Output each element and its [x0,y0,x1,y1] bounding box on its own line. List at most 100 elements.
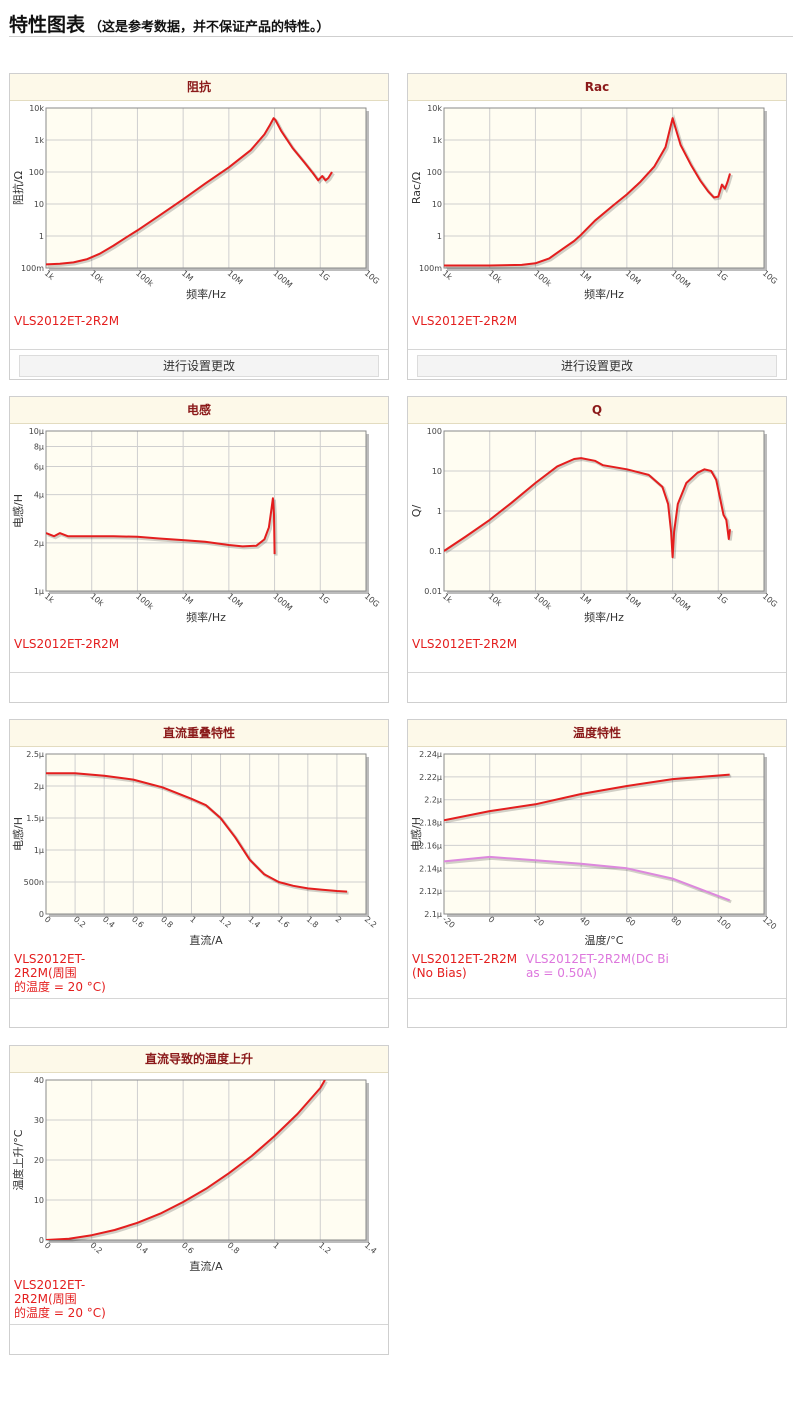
y-tick-label: 20 [34,1156,44,1165]
series-line-0 [444,457,731,559]
panel-footer [10,1324,388,1355]
chart-panel-temp_rise: 直流导致的温度上升 0 10 20 30 40 0 0.2 0.4 0.6 0.8 1 1.2 1.4 直流… [9,1045,389,1355]
y-tick-label: 10k [29,104,44,113]
x-tick-label: 100M [669,269,692,290]
plot-area [45,107,367,269]
y-tick-label: 100 [29,168,44,177]
y-axis-label: Rac/Ω [410,172,423,204]
plot-area [443,107,765,269]
chart-title: Rac [408,74,786,101]
y-tick-label: 10 [432,200,442,209]
x-tick-label: 1 [188,915,198,925]
y-tick-label: 8μ [34,443,44,452]
y-tick-label: 40 [34,1076,44,1085]
chart-title: Q [408,397,786,424]
y-tick-label: 100 [427,427,442,436]
y-tick-label: 1k [34,136,44,145]
series-line-0 [46,772,348,893]
y-tick-label: 2.22μ [419,773,442,782]
y-tick-label: 2.14μ [419,864,442,873]
x-tick-label: 10M [226,269,245,287]
x-tick-label: 100k [532,592,553,612]
series-line-0 [444,773,730,822]
y-tick-label: 2.1μ [424,910,442,919]
x-axis-label: 频率/Hz [186,287,226,301]
y-tick-label: 10 [34,1196,44,1205]
x-tick-label: 10G [363,269,381,286]
legend-entry: VLS2012ET-2R2M(周围 的温度 = 20 °C) [14,1278,106,1320]
x-tick-label: 2 [334,915,344,925]
y-tick-label: 1.5μ [26,814,44,823]
y-tick-label: 1k [432,136,442,145]
y-axis-label: 温度上升/°C [11,1129,25,1190]
chart-title: 直流重叠特性 [10,720,388,747]
y-axis-label: 阻抗/Ω [11,171,25,205]
panel-footer [10,672,388,703]
x-tick-label: 10M [226,592,245,610]
x-axis-label: 温度/°C [585,933,624,947]
y-tick-label: 10 [34,200,44,209]
y-tick-label: 2.16μ [419,841,442,850]
legend-entry: VLS2012ET-2R2M(DC Bi as = 0.50A) [526,952,669,980]
y-tick-label: 2.24μ [419,750,442,759]
panel-footer [10,998,388,1028]
panel-footer [408,672,786,703]
x-tick-label: 100k [134,592,155,612]
plot-area [443,753,765,915]
y-tick-label: 2.18μ [419,819,442,828]
legend-entry: VLS2012ET-2R2M [412,637,518,651]
x-tick-label: 10k [88,269,105,286]
y-tick-label: 6μ [34,462,44,471]
plot-border [443,753,765,915]
series-line-1 [444,855,731,902]
x-tick-label: 10G [761,592,779,609]
chart-panel-q: Q 0.01 0.1 1 10 100 1k 10k 100k 1M 10M 100M 1G 10G 频率/… [407,396,787,703]
y-tick-label: 1 [437,232,442,241]
settings-button[interactable]: 进行设置更改 [19,355,379,377]
chart-panel-inductance: 电感 1μ 2μ 4μ 6μ 8μ 10μ 1k 10k 100k 1M 10M 100M 1G 10G 频率… [9,396,389,703]
chart-panel-temperature: 温度特性 2.1μ 2.12μ 2.14μ 2.16μ 2.18μ 2.2μ 2.22μ 2.2… [407,719,787,1028]
panel-footer [408,998,786,1028]
x-tick-label: 10k [88,592,105,609]
x-tick-label: 100k [532,269,553,289]
page-subtitle: （这是参考数据，并不保证产品的特性。） [89,20,330,35]
legend-entry: VLS2012ET-2R2M [14,314,120,328]
legend-entry: VLS2012ET-2R2M (No Bias) [412,952,518,980]
x-tick-label: 0 [486,915,496,925]
plot-border [45,1079,367,1241]
chart-panel-dc_bias: 直流重叠特性 0 500n 1μ 1.5μ 2μ 2.5μ 0 0.2 0.4 0.6 0.8 1 1.2… [9,719,389,1028]
plot-border [45,430,367,592]
x-axis-label: 频率/Hz [186,610,226,624]
x-tick-label: 0 [43,1241,53,1251]
x-tick-label: 10G [761,269,779,286]
plot-border [443,430,765,592]
x-tick-label: 120 [761,915,778,932]
y-tick-label: 0.1 [429,547,442,556]
x-tick-label: 1 [271,1241,281,1251]
x-tick-label: 100 [715,915,732,932]
y-tick-label: 30 [34,1116,44,1125]
x-tick-label: 10M [624,592,643,610]
y-tick-label: 0.01 [424,587,442,596]
series-line-0 [46,1080,326,1240]
y-axis-label: Q/ [410,505,423,518]
y-axis-label: 电感/H [12,494,25,528]
y-tick-label: 1 [437,507,442,516]
series-line-0 [46,117,333,266]
y-tick-label: 500n [24,878,44,887]
y-tick-label: 1μ [34,846,44,855]
x-tick-label: 10M [624,269,643,287]
y-tick-label: 0 [39,910,44,919]
chart-svg: 2.1μ2.12μ2.14μ2.16μ2.18μ2.2μ2.22μ2.24μ-2… [410,750,778,947]
y-tick-label: 2μ [34,539,44,548]
chart-title: 直流导致的温度上升 [10,1046,388,1073]
plot-area [45,753,367,915]
x-tick-label: 0 [43,915,53,925]
plot-border [45,753,367,915]
settings-button[interactable]: 进行设置更改 [417,355,777,377]
legend-entry: VLS2012ET-2R2M [14,637,120,651]
chart-panel-rac: Rac 100m 1 10 100 1k 10k 1k 10k 100k 1M 10M 100M 1G 10… [407,73,787,380]
y-tick-label: 0 [39,1236,44,1245]
